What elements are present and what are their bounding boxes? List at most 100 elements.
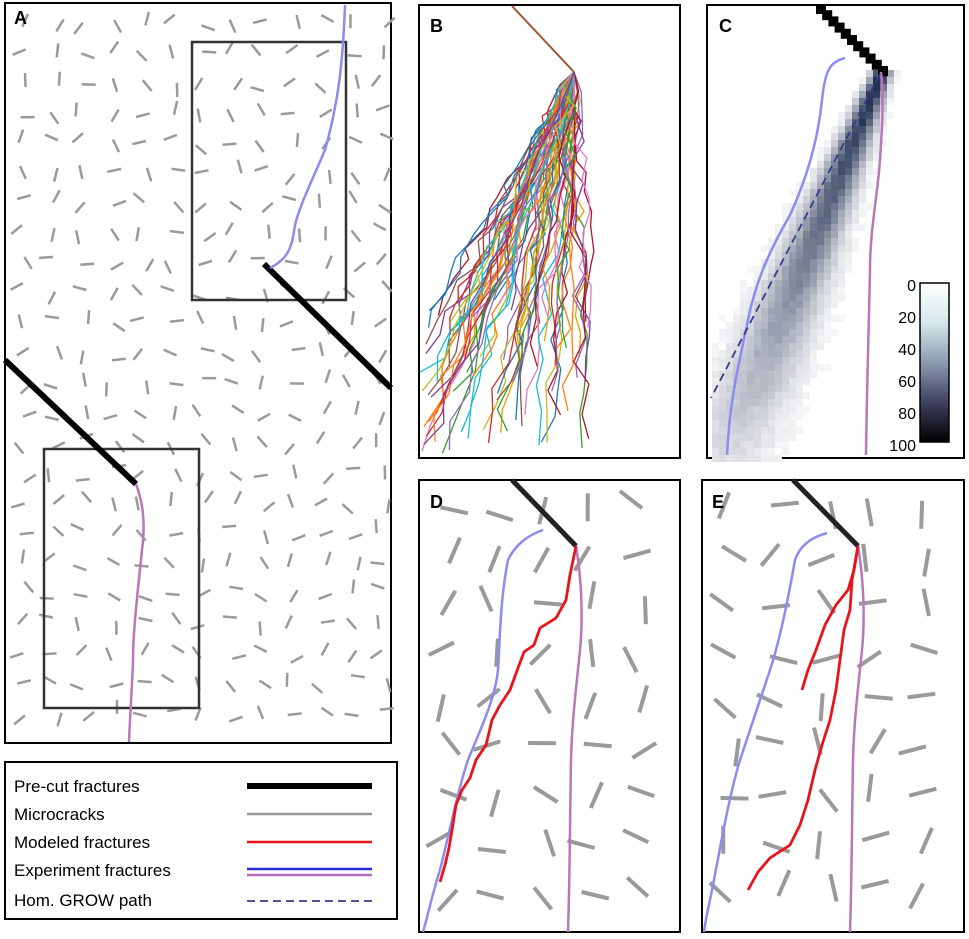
microcrack <box>733 738 741 767</box>
microcrack <box>631 741 658 760</box>
heatmap-cell <box>782 364 789 371</box>
heatmap-cell <box>810 266 817 273</box>
experiment-fracture-blue <box>269 4 347 270</box>
microcrack <box>291 464 298 479</box>
heatmap-cell <box>775 406 782 413</box>
panel-a-label: A <box>14 8 27 28</box>
microcrack <box>107 167 122 174</box>
microcrack <box>135 227 141 242</box>
heatmap-cell <box>761 266 768 273</box>
heatmap-cell <box>719 357 726 364</box>
microcrack <box>440 505 469 516</box>
heatmap-cell <box>782 294 789 301</box>
microcrack <box>222 615 237 619</box>
heatmap-cell <box>796 210 803 217</box>
heatmap-cell <box>740 308 747 315</box>
microcrack <box>80 262 95 266</box>
heatmap-cell <box>754 392 761 399</box>
heatmap-cell <box>789 294 796 301</box>
heatmap-cell <box>810 231 817 238</box>
heatmap-cell <box>873 154 880 161</box>
microcrack <box>921 588 931 617</box>
microcrack <box>720 795 749 801</box>
heatmap-cell <box>810 364 817 371</box>
heatmap-cell <box>873 98 880 105</box>
heatmap-cell <box>789 364 796 371</box>
microcrack <box>17 612 29 626</box>
heatmap-cell <box>803 378 810 385</box>
heatmap-cell <box>824 252 831 259</box>
heatmap-cell <box>761 308 768 315</box>
heatmap-cell <box>740 413 747 420</box>
heatmap-cell <box>859 161 866 168</box>
microcrack <box>375 252 387 266</box>
heatmap-cell <box>747 364 754 371</box>
microcrack <box>289 589 299 603</box>
microcrack <box>44 415 59 422</box>
microcrack <box>74 102 78 117</box>
heatmap-cell <box>859 189 866 196</box>
microcrack <box>533 546 551 574</box>
heatmap-cell <box>726 336 733 343</box>
microcrack <box>129 316 145 323</box>
microcrack <box>17 129 25 144</box>
microcrack <box>379 706 394 711</box>
heatmap-cell <box>719 392 726 399</box>
heatmap-cell <box>733 357 740 364</box>
heatmap-cell <box>817 147 824 154</box>
heatmap-cell <box>768 252 775 259</box>
heatmap-cell <box>866 168 873 175</box>
heatmap-cell <box>775 294 782 301</box>
microcrack <box>172 405 178 421</box>
heatmap-cell <box>852 203 859 210</box>
heatmap-cell <box>782 329 789 336</box>
heatmap-cell <box>845 105 852 112</box>
microcrack <box>758 790 787 799</box>
heatmap-cell <box>880 126 887 133</box>
heatmap-cell <box>747 413 754 420</box>
microcrack <box>816 589 837 615</box>
microcrack <box>262 530 270 545</box>
heatmap-cell <box>838 217 845 224</box>
microcrack <box>287 712 302 717</box>
heatmap-cell <box>887 112 894 119</box>
heatmap-cell <box>873 70 880 77</box>
microcrack <box>132 348 144 361</box>
heatmap-cell <box>782 238 789 245</box>
panel-e-microcracks <box>708 491 939 910</box>
panel-c-precut-fracture <box>816 4 888 76</box>
microcrack <box>252 18 268 25</box>
microcrack <box>229 585 244 591</box>
microcrack <box>354 400 360 415</box>
precut-pixel <box>828 16 839 27</box>
microcrack <box>489 789 501 818</box>
microcrack <box>23 73 27 88</box>
heatmap-cell <box>789 280 796 287</box>
heatmap-cell <box>775 455 782 462</box>
heatmap-cell <box>747 315 754 322</box>
heatmap-cell <box>824 140 831 147</box>
microcrack <box>310 682 324 694</box>
heatmap-cell <box>740 392 747 399</box>
heatmap-cell <box>838 196 845 203</box>
heatmap-cell <box>747 343 754 350</box>
heatmap-cell <box>845 266 852 273</box>
heatmap-cell <box>803 203 810 210</box>
heatmap-cell <box>831 301 838 308</box>
microcrack <box>74 230 81 245</box>
heatmap-cell <box>719 378 726 385</box>
heatmap-cell <box>761 357 768 364</box>
heatmap-cell <box>831 189 838 196</box>
microcrack <box>10 502 25 509</box>
heatmap-cell <box>845 224 852 231</box>
heatmap-cell <box>824 238 831 245</box>
microcrack <box>82 711 95 722</box>
heatmap-cell <box>824 294 831 301</box>
heatmap-cell <box>796 322 803 329</box>
microcrack <box>350 172 361 186</box>
microcrack <box>770 500 799 508</box>
ensemble-precut <box>511 5 575 73</box>
heatmap-cell <box>810 343 817 350</box>
microcrack <box>55 345 64 360</box>
heatmap-cell <box>803 294 810 301</box>
